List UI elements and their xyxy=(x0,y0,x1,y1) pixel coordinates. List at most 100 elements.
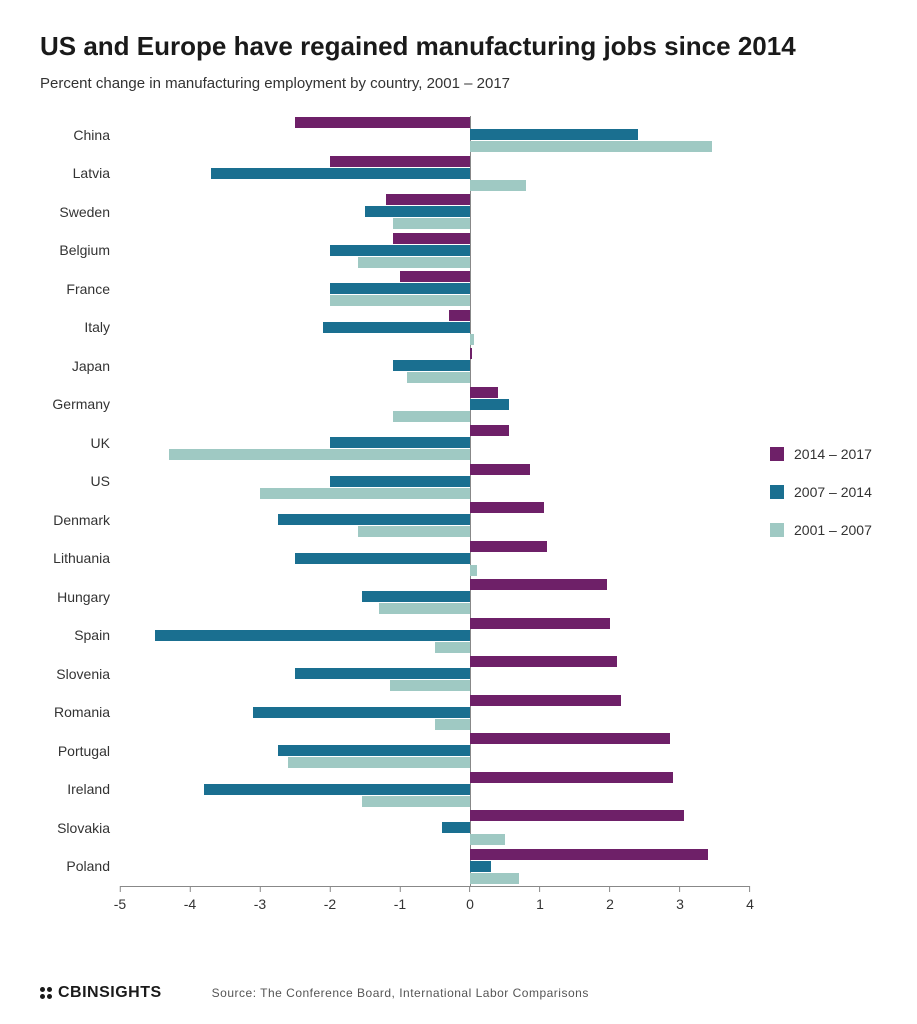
bar xyxy=(379,603,470,614)
legend-label: 2007 – 2014 xyxy=(794,484,872,500)
y-axis-label: France xyxy=(40,281,120,297)
y-axis-label: Romania xyxy=(40,704,120,720)
bar xyxy=(330,476,470,487)
footer: CBINSIGHTS Source: The Conference Board,… xyxy=(40,984,887,1002)
bar xyxy=(470,399,509,410)
y-axis-label: Poland xyxy=(40,858,120,874)
y-axis-label: Denmark xyxy=(40,512,120,528)
bar xyxy=(393,233,470,244)
bar xyxy=(330,156,470,167)
bar xyxy=(362,796,471,807)
x-tick-label: 0 xyxy=(466,896,474,912)
bar xyxy=(330,295,470,306)
bar xyxy=(278,514,471,525)
bar xyxy=(390,680,471,691)
bar xyxy=(407,372,470,383)
x-tick-label: -1 xyxy=(394,896,406,912)
chart-title: US and Europe have regained manufacturin… xyxy=(40,30,887,63)
bar xyxy=(323,322,470,333)
bar xyxy=(470,348,472,359)
bar xyxy=(470,618,610,629)
x-tick-label: -4 xyxy=(184,896,196,912)
bar xyxy=(470,565,477,576)
x-tick-label: 1 xyxy=(536,896,544,912)
x-tick: 3 xyxy=(676,886,684,912)
bar xyxy=(295,668,470,679)
bar xyxy=(449,310,470,321)
bar xyxy=(358,257,470,268)
x-tick: 1 xyxy=(536,886,544,912)
x-tick-label: 4 xyxy=(746,896,754,912)
bar xyxy=(470,425,509,436)
x-tick: 4 xyxy=(746,886,754,912)
chart-area: ChinaLatviaSwedenBelgiumFranceItalyJapan… xyxy=(40,116,750,914)
legend-item: 2007 – 2014 xyxy=(770,484,872,500)
bar xyxy=(386,194,470,205)
bar xyxy=(253,707,470,718)
legend-item: 2001 – 2007 xyxy=(770,522,872,538)
x-axis: -5-4-3-2-101234 xyxy=(40,886,750,914)
legend: 2014 – 2017 2007 – 2014 2001 – 2007 xyxy=(770,446,872,560)
bar xyxy=(470,180,526,191)
x-tick: -4 xyxy=(184,886,196,912)
chart-container: ChinaLatviaSwedenBelgiumFranceItalyJapan… xyxy=(40,116,887,914)
bar xyxy=(330,437,470,448)
x-tick: 2 xyxy=(606,886,614,912)
cbinsights-logo: CBINSIGHTS xyxy=(40,984,162,1002)
x-tick-label: -2 xyxy=(324,896,336,912)
plot-area: ChinaLatviaSwedenBelgiumFranceItalyJapan… xyxy=(40,116,750,886)
x-tick-label: -5 xyxy=(114,896,126,912)
y-axis-label: Lithuania xyxy=(40,550,120,566)
bar xyxy=(470,579,607,590)
x-tick: -2 xyxy=(324,886,336,912)
y-axis-label: Sweden xyxy=(40,204,120,220)
legend-swatch xyxy=(770,447,784,461)
y-axis-label: China xyxy=(40,127,120,143)
source-text: Source: The Conference Board, Internatio… xyxy=(212,986,589,1000)
chart-subtitle: Percent change in manufacturing employme… xyxy=(40,75,887,92)
y-axis-label: Slovakia xyxy=(40,820,120,836)
bar xyxy=(470,861,491,872)
bar xyxy=(330,283,470,294)
x-tick: -1 xyxy=(394,886,406,912)
legend-swatch xyxy=(770,485,784,499)
bar xyxy=(288,757,470,768)
bar xyxy=(393,411,470,422)
legend-label: 2001 – 2007 xyxy=(794,522,872,538)
bar xyxy=(295,553,470,564)
bar xyxy=(393,360,470,371)
bar xyxy=(470,334,474,345)
bar xyxy=(470,387,498,398)
bar xyxy=(470,873,519,884)
y-axis-label: Germany xyxy=(40,396,120,412)
y-axis-label: Portugal xyxy=(40,743,120,759)
x-tick: -5 xyxy=(114,886,126,912)
x-tick-label: 3 xyxy=(676,896,684,912)
bar xyxy=(470,810,684,821)
bar xyxy=(330,245,470,256)
bar xyxy=(470,141,712,152)
bar xyxy=(435,642,470,653)
bar xyxy=(470,129,638,140)
y-axis-label: Slovenia xyxy=(40,666,120,682)
logo-text: CBINSIGHTS xyxy=(58,984,162,1002)
bar xyxy=(470,733,670,744)
bar xyxy=(393,218,470,229)
y-axis-label: Ireland xyxy=(40,781,120,797)
bar xyxy=(470,849,708,860)
bar xyxy=(470,834,505,845)
legend-item: 2014 – 2017 xyxy=(770,446,872,462)
bar xyxy=(470,502,544,513)
y-axis-label: UK xyxy=(40,435,120,451)
bar xyxy=(260,488,470,499)
bar xyxy=(295,117,470,128)
x-tick-label: 2 xyxy=(606,896,614,912)
bar xyxy=(470,541,547,552)
bar xyxy=(155,630,470,641)
bar xyxy=(362,591,471,602)
bar xyxy=(278,745,471,756)
legend-swatch xyxy=(770,523,784,537)
bar xyxy=(470,772,673,783)
y-axis-label: US xyxy=(40,473,120,489)
x-tick: 0 xyxy=(466,886,474,912)
